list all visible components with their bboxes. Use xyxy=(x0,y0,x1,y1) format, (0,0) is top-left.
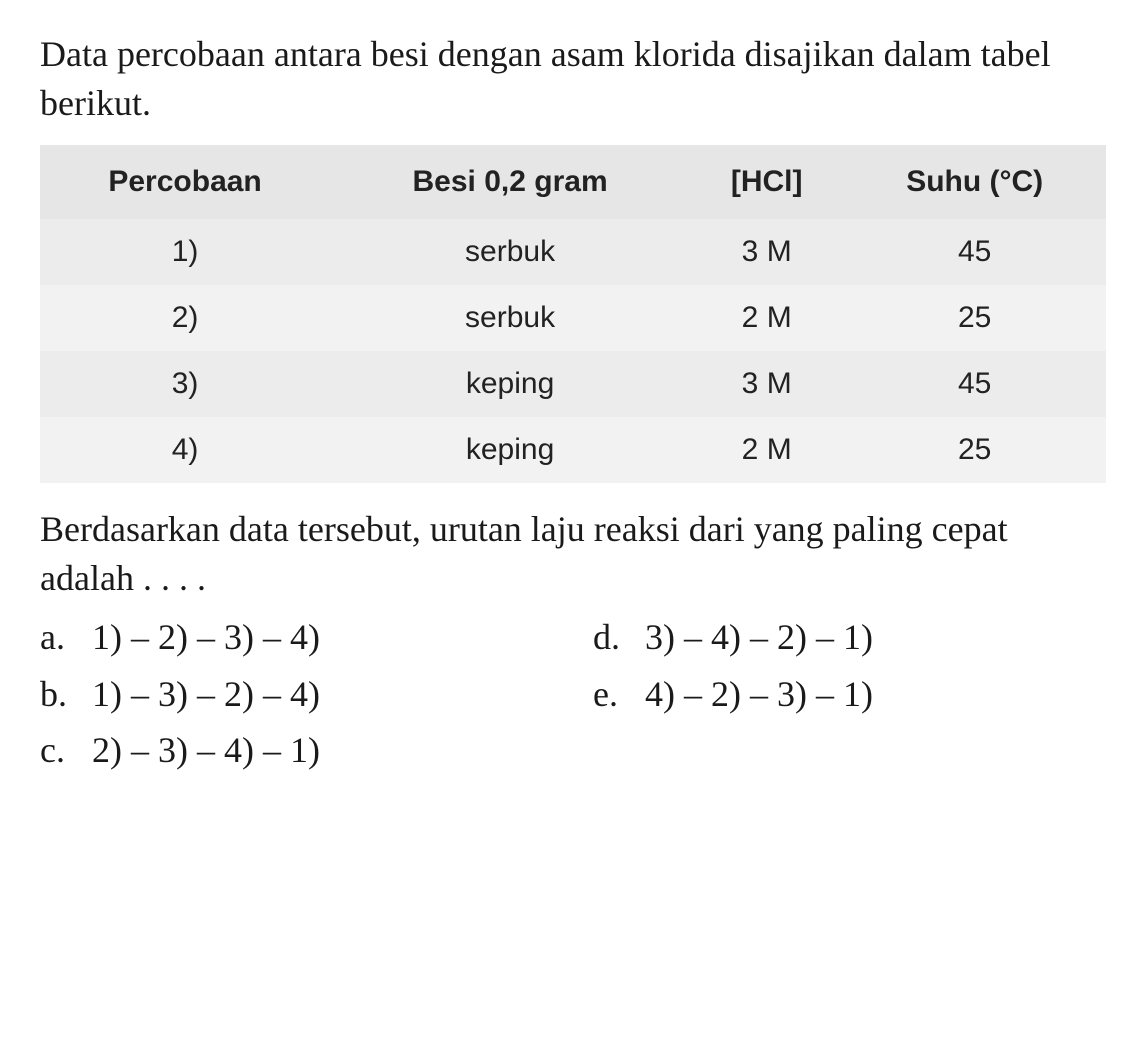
answer-options: a. 1) – 2) – 3) – 4) d. 3) – 4) – 2) – 1… xyxy=(40,612,1106,775)
cell-form: keping xyxy=(330,417,690,483)
question-intro: Data percobaan antara besi dengan asam k… xyxy=(40,30,1106,127)
option-text: 3) – 4) – 2) – 1) xyxy=(645,612,873,662)
option-e: e. 4) – 2) – 3) – 1) xyxy=(593,669,1106,719)
option-letter: c. xyxy=(40,725,74,775)
table-row: 2) serbuk 2 M 25 xyxy=(40,285,1106,351)
col-suhu: Suhu (°C) xyxy=(843,145,1106,219)
col-percobaan: Percobaan xyxy=(40,145,330,219)
option-letter: b. xyxy=(40,669,74,719)
option-text: 4) – 2) – 3) – 1) xyxy=(645,669,873,719)
option-b: b. 1) – 3) – 2) – 4) xyxy=(40,669,553,719)
option-text: 1) – 2) – 3) – 4) xyxy=(92,612,320,662)
cell-hcl: 3 M xyxy=(690,351,843,417)
col-besi: Besi 0,2 gram xyxy=(330,145,690,219)
cell-temp: 45 xyxy=(843,351,1106,417)
cell-hcl: 2 M xyxy=(690,285,843,351)
cell-no: 3) xyxy=(40,351,330,417)
question-followup: Berdasarkan data tersebut, urutan laju r… xyxy=(40,505,1106,602)
option-c: c. 2) – 3) – 4) – 1) xyxy=(40,725,553,775)
table-row: 3) keping 3 M 45 xyxy=(40,351,1106,417)
cell-temp: 25 xyxy=(843,285,1106,351)
option-text: 2) – 3) – 4) – 1) xyxy=(92,725,320,775)
option-d: d. 3) – 4) – 2) – 1) xyxy=(593,612,1106,662)
cell-hcl: 2 M xyxy=(690,417,843,483)
table-row: 1) serbuk 3 M 45 xyxy=(40,219,1106,285)
cell-temp: 45 xyxy=(843,219,1106,285)
cell-form: keping xyxy=(330,351,690,417)
cell-no: 2) xyxy=(40,285,330,351)
col-hcl: [HCl] xyxy=(690,145,843,219)
table-row: 4) keping 2 M 25 xyxy=(40,417,1106,483)
cell-form: serbuk xyxy=(330,285,690,351)
cell-form: serbuk xyxy=(330,219,690,285)
cell-hcl: 3 M xyxy=(690,219,843,285)
experiment-table: Percobaan Besi 0,2 gram [HCl] Suhu (°C) … xyxy=(40,145,1106,483)
cell-temp: 25 xyxy=(843,417,1106,483)
option-text: 1) – 3) – 2) – 4) xyxy=(92,669,320,719)
option-letter: d. xyxy=(593,612,627,662)
option-letter: a. xyxy=(40,612,74,662)
cell-no: 4) xyxy=(40,417,330,483)
cell-no: 1) xyxy=(40,219,330,285)
table-header-row: Percobaan Besi 0,2 gram [HCl] Suhu (°C) xyxy=(40,145,1106,219)
option-a: a. 1) – 2) – 3) – 4) xyxy=(40,612,553,662)
option-letter: e. xyxy=(593,669,627,719)
